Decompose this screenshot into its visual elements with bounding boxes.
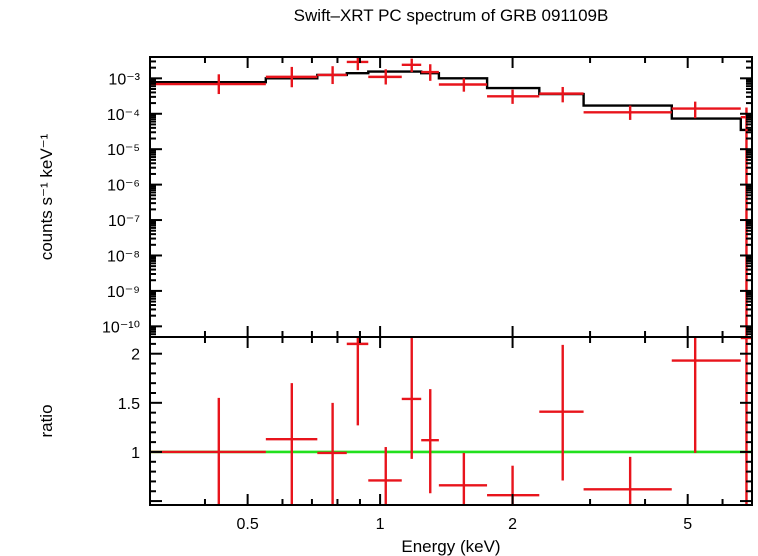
spectrum-y-tick-label: 10⁻³ <box>108 71 140 88</box>
spectrum-y-tick-label: 10⁻⁸ <box>107 248 140 265</box>
spectrum-data-point <box>346 57 369 71</box>
x-tick-label: 0.5 <box>237 516 259 533</box>
spectrum-data-point <box>438 78 488 92</box>
spectrum-data-point <box>583 105 672 120</box>
chart-title: Swift–XRT PC spectrum of GRB 091109B <box>293 6 609 25</box>
spectrum-panel-frame <box>149 56 753 338</box>
ratio-data-point <box>368 447 402 505</box>
x-tick-label: 1 <box>376 516 385 533</box>
spectrum-data-point <box>401 58 422 73</box>
ratio-data-point <box>671 337 741 453</box>
ratio-y-axis-title: ratio <box>37 404 56 437</box>
spectrum-y-axis-title: counts s⁻¹ keV⁻¹ <box>37 133 56 260</box>
ratio-data-point <box>265 383 318 505</box>
ratio-data-point <box>150 397 266 505</box>
ratio-data-point <box>539 344 584 481</box>
spectrum-data-point <box>421 64 439 81</box>
spectrum-y-tick-label: 10⁻¹⁰ <box>102 319 140 336</box>
spectrum-y-tick-label: 10⁻⁷ <box>108 213 140 230</box>
ratio-y-tick-label: 2 <box>131 347 140 364</box>
x-tick-label: 2 <box>508 516 517 533</box>
ratio-y-tick-label: 1 <box>131 445 140 462</box>
spectrum-y-tick-label: 10⁻⁴ <box>107 107 140 124</box>
spectrum-y-tick-label: 10⁻⁶ <box>107 178 140 195</box>
spectrum-data-point <box>317 66 347 85</box>
spectrum-y-tick-label: 10⁻⁵ <box>107 142 140 159</box>
spectrum-data-point <box>671 101 741 119</box>
ratio-y-tick-label: 1.5 <box>118 396 140 413</box>
x-tick-label: 5 <box>683 516 692 533</box>
spectrum-data-point <box>368 69 402 85</box>
spectrum-data-point <box>487 89 540 104</box>
spectrum-data-point <box>265 66 318 88</box>
spectrum-y-tick-label: 10⁻⁹ <box>107 284 140 301</box>
ratio-data-point <box>421 389 439 494</box>
ratio-data-point <box>438 452 488 505</box>
spectrum-data-point <box>539 86 584 103</box>
ratio-data-point <box>401 337 422 459</box>
ratio-data-point <box>740 336 752 505</box>
ratio-data-point <box>317 402 347 505</box>
spectrum-data-point <box>150 74 266 95</box>
model-histogram <box>150 70 752 132</box>
x-axis-title: Energy (keV) <box>401 537 500 556</box>
ratio-panel-frame <box>149 336 753 506</box>
ratio-data-point <box>346 337 369 426</box>
ratio-data-point <box>583 456 672 505</box>
